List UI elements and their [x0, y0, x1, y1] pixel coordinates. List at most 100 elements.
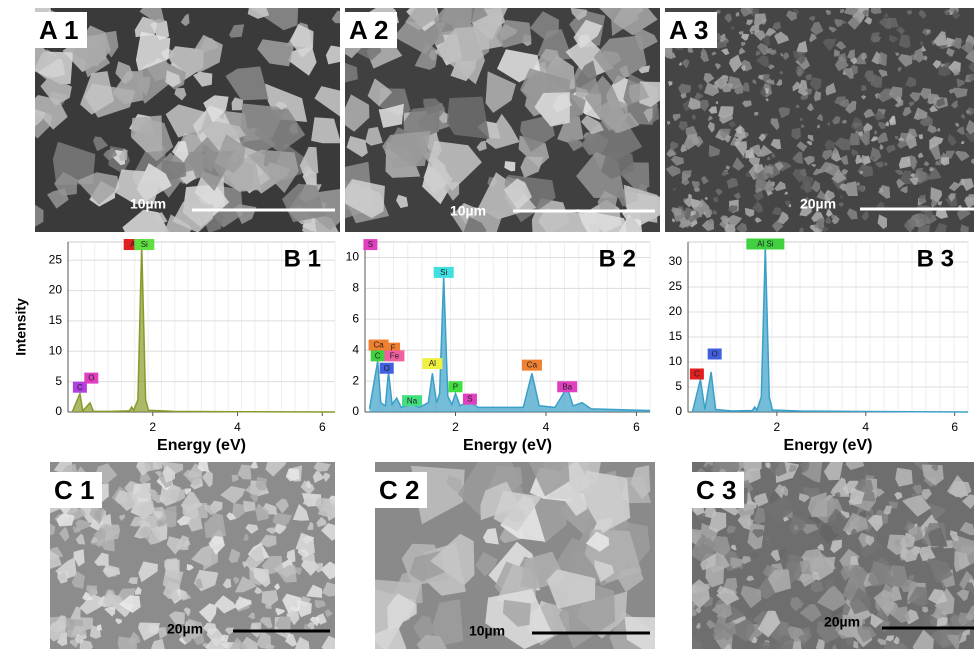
chart-title: B 2	[599, 245, 636, 272]
particle	[845, 462, 865, 470]
element-box	[557, 381, 578, 393]
particle	[643, 107, 653, 123]
y-tick-label: 0	[675, 404, 682, 418]
particle	[730, 544, 737, 551]
particle	[694, 92, 704, 100]
particle	[665, 45, 673, 60]
particle	[71, 625, 85, 637]
particle	[147, 528, 161, 545]
particle	[934, 222, 947, 232]
x-axis-label: Energy (eV)	[784, 437, 873, 454]
particle	[855, 154, 862, 165]
particle	[783, 516, 789, 522]
particle	[777, 211, 789, 225]
particle	[863, 469, 869, 476]
particle	[749, 144, 763, 157]
particle	[274, 616, 291, 634]
sem-image	[375, 462, 655, 649]
particle	[920, 45, 927, 52]
y-tick-label: 4	[352, 342, 359, 356]
particle	[878, 69, 888, 77]
particle	[754, 217, 762, 223]
particle	[666, 146, 676, 158]
particle	[198, 603, 217, 624]
particle	[960, 140, 965, 145]
y-tick-label: 30	[669, 254, 683, 268]
particle	[704, 209, 713, 218]
particle	[254, 586, 263, 595]
particle	[831, 214, 838, 221]
particle	[247, 612, 256, 620]
particle	[314, 613, 327, 625]
particle	[708, 115, 713, 122]
particle	[234, 596, 251, 611]
particle	[264, 600, 272, 609]
particle	[755, 55, 769, 68]
particle	[733, 192, 741, 200]
particle	[949, 481, 972, 499]
particle	[825, 82, 837, 96]
particle	[243, 533, 249, 542]
particle	[672, 113, 681, 122]
particle	[414, 42, 438, 70]
particle	[166, 536, 184, 555]
particle	[768, 79, 775, 85]
particle	[504, 178, 532, 210]
particle	[849, 57, 857, 65]
particle	[801, 124, 805, 129]
particle	[243, 500, 256, 513]
particle	[698, 83, 703, 90]
y-tick-label: 2	[352, 373, 359, 387]
particle	[792, 51, 806, 65]
particle	[894, 491, 903, 500]
particle	[275, 607, 285, 616]
particle	[933, 31, 948, 47]
particle	[286, 549, 296, 563]
particle	[630, 465, 651, 499]
particle	[314, 497, 333, 512]
particle	[138, 500, 156, 520]
spectrum-line	[368, 275, 651, 412]
particle	[956, 126, 965, 135]
particle	[771, 219, 784, 232]
particle	[779, 71, 784, 75]
particle	[816, 124, 820, 129]
particle	[754, 490, 759, 496]
particle	[750, 551, 758, 560]
particle	[231, 474, 239, 483]
particle	[840, 9, 845, 14]
particle	[809, 224, 821, 232]
particle	[244, 544, 265, 572]
particle	[719, 114, 733, 124]
particle	[838, 614, 863, 638]
particle	[799, 117, 803, 122]
particle	[919, 88, 932, 100]
particle	[937, 201, 943, 206]
particle	[851, 148, 859, 157]
particle	[438, 112, 450, 124]
element-label: F	[391, 344, 396, 353]
particle	[613, 8, 658, 36]
particle	[895, 467, 913, 487]
particle	[102, 594, 127, 611]
particle	[94, 552, 109, 566]
particle	[830, 488, 836, 497]
particle	[918, 134, 923, 140]
particle	[834, 18, 843, 28]
particle	[681, 170, 692, 181]
particle	[193, 71, 213, 87]
element-box	[123, 239, 144, 251]
particle	[148, 488, 158, 498]
particle	[567, 138, 583, 152]
element-box	[72, 381, 87, 393]
particle	[639, 81, 660, 108]
particle	[740, 65, 746, 72]
particle	[906, 10, 912, 15]
particle	[823, 462, 844, 481]
particle	[289, 24, 314, 58]
particle	[300, 480, 315, 496]
particle	[772, 21, 781, 30]
particle	[56, 513, 75, 527]
particle	[952, 8, 961, 20]
particle	[138, 526, 152, 540]
